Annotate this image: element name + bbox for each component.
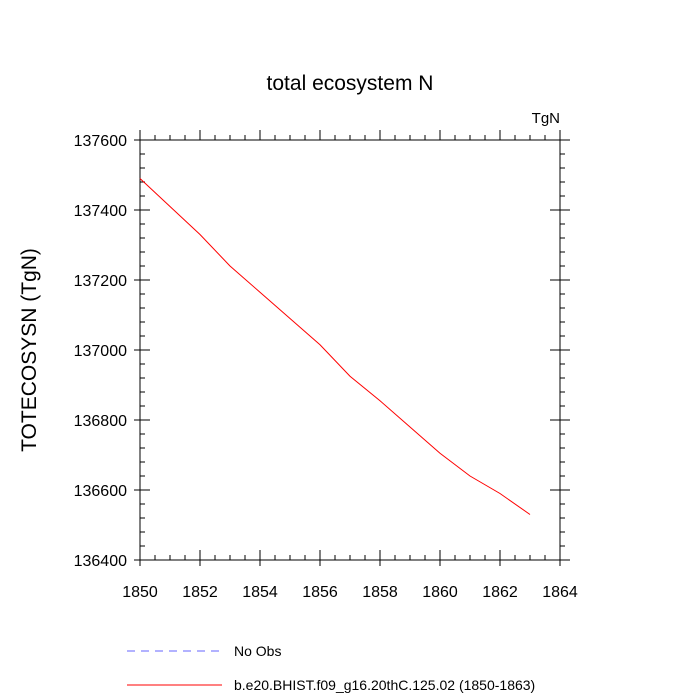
units-label: TgN xyxy=(532,110,560,127)
x-tick-label: 1860 xyxy=(422,584,458,601)
legend-label-no-obs: No Obs xyxy=(234,643,281,659)
y-axis-title: TOTECOSYSN (TgN) xyxy=(18,248,41,452)
y-tick-label: 137200 xyxy=(74,273,127,290)
x-tick-label: 1850 xyxy=(122,584,158,601)
y-tick-label: 136400 xyxy=(74,553,127,570)
y-tick-label: 137400 xyxy=(74,203,127,220)
legend-label-model: b.e20.BHIST.f09_g16.20thC.125.02 (1850-1… xyxy=(234,677,535,693)
x-tick-label: 1852 xyxy=(182,584,218,601)
legend: No Obs b.e20.BHIST.f09_g16.20thC.125.02 … xyxy=(127,643,535,693)
y-tick-label: 136800 xyxy=(74,413,127,430)
x-tick-label: 1864 xyxy=(542,584,578,601)
x-tick-label: 1862 xyxy=(482,584,518,601)
y-tick-label: 137600 xyxy=(74,133,127,150)
chart-title: total ecosystem N xyxy=(267,72,434,95)
y-tick-labels: 136400 136600 136800 137000 137200 137400 1376… xyxy=(74,133,127,570)
x-tick-label: 1854 xyxy=(242,584,278,601)
x-tick-label: 1856 xyxy=(302,584,338,601)
x-tick-label: 1858 xyxy=(362,584,398,601)
y-tick-label: 137000 xyxy=(74,343,127,360)
major-ticks xyxy=(134,130,570,566)
x-tick-labels: 1850 1852 1854 1856 1858 1860 1862 1864 xyxy=(122,584,578,601)
minor-ticks xyxy=(140,135,565,560)
series-line xyxy=(139,178,531,515)
y-tick-label: 136600 xyxy=(74,483,127,500)
